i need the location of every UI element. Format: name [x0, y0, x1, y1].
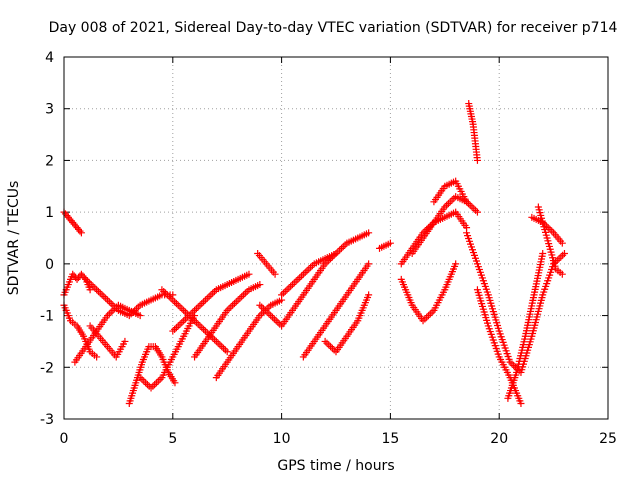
data-point [271, 270, 279, 278]
x-tick-label: 15 [381, 431, 399, 447]
data-point [365, 291, 373, 299]
y-tick-label: 4 [45, 50, 54, 66]
data-point [386, 239, 394, 247]
data-point [80, 274, 88, 282]
data-points [60, 100, 568, 407]
data-series-s17 [321, 291, 373, 356]
data-point [223, 348, 231, 356]
data-point [558, 239, 566, 247]
data-series-s12 [212, 296, 286, 382]
data-series-s9 [158, 286, 231, 356]
data-series-s6 [86, 322, 129, 361]
data-point [365, 229, 373, 237]
data-series-s1 [60, 208, 85, 237]
data-series-s26 [504, 250, 547, 402]
data-point [463, 198, 471, 206]
data-series-s20 [408, 193, 481, 258]
plot-frame [63, 56, 609, 420]
y-tick-labels: -3 -2 -1 0 1 2 3 4 [40, 50, 54, 428]
y-tick-label: 2 [45, 153, 54, 169]
data-point [473, 156, 481, 164]
data-series-s21 [397, 260, 460, 325]
y-tick-label: 0 [45, 257, 54, 273]
grid-lines [64, 57, 608, 419]
data-series-s23 [465, 100, 481, 164]
data-point [560, 250, 568, 258]
y-tick-label: 3 [45, 102, 54, 118]
y-tick-label: -1 [40, 309, 54, 325]
data-point [365, 260, 373, 268]
x-tick-label: 5 [168, 431, 177, 447]
data-series-s13 [254, 250, 279, 278]
data-point [121, 337, 129, 345]
y-axis-label: SDTVAR / TECUs [6, 181, 22, 296]
data-series-s24 [463, 229, 568, 376]
x-tick-label: 0 [60, 431, 69, 447]
data-point [93, 353, 101, 361]
data-point [558, 270, 566, 278]
data-point [245, 270, 253, 278]
chart-title: Day 008 of 2021, Sidereal Day-to-day VTE… [49, 20, 618, 36]
x-tick-label: 10 [273, 431, 291, 447]
data-point [171, 379, 179, 387]
data-series-s3 [60, 301, 101, 361]
data-series-s14 [256, 229, 373, 330]
y-tick-label: 1 [45, 205, 54, 221]
data-series-s28 [534, 203, 566, 278]
data-series-s10 [169, 270, 253, 335]
data-point [256, 281, 264, 289]
data-point [136, 312, 144, 320]
x-tick-label: 20 [490, 431, 508, 447]
data-series-s15 [278, 250, 340, 299]
data-point [473, 208, 481, 216]
data-point [76, 227, 84, 235]
data-series-s11 [191, 281, 264, 361]
data-series-s18 [376, 239, 394, 252]
y-tick-label: -3 [40, 412, 54, 428]
data-point [332, 250, 340, 258]
data-series-s16 [299, 260, 373, 361]
data-series-s7 [125, 343, 179, 407]
data-point [539, 250, 547, 258]
x-axis-label: GPS time / hours [277, 458, 394, 474]
x-tick-labels: 0 5 10 15 20 25 [60, 431, 617, 447]
data-point [517, 399, 525, 407]
data-point [77, 229, 85, 237]
data-series-s8 [136, 312, 199, 392]
data-series-s22 [430, 177, 471, 206]
data-point [452, 260, 460, 268]
data-series-s25 [473, 286, 525, 407]
y-tick-label: -2 [40, 360, 54, 376]
x-tick-label: 25 [599, 431, 617, 447]
